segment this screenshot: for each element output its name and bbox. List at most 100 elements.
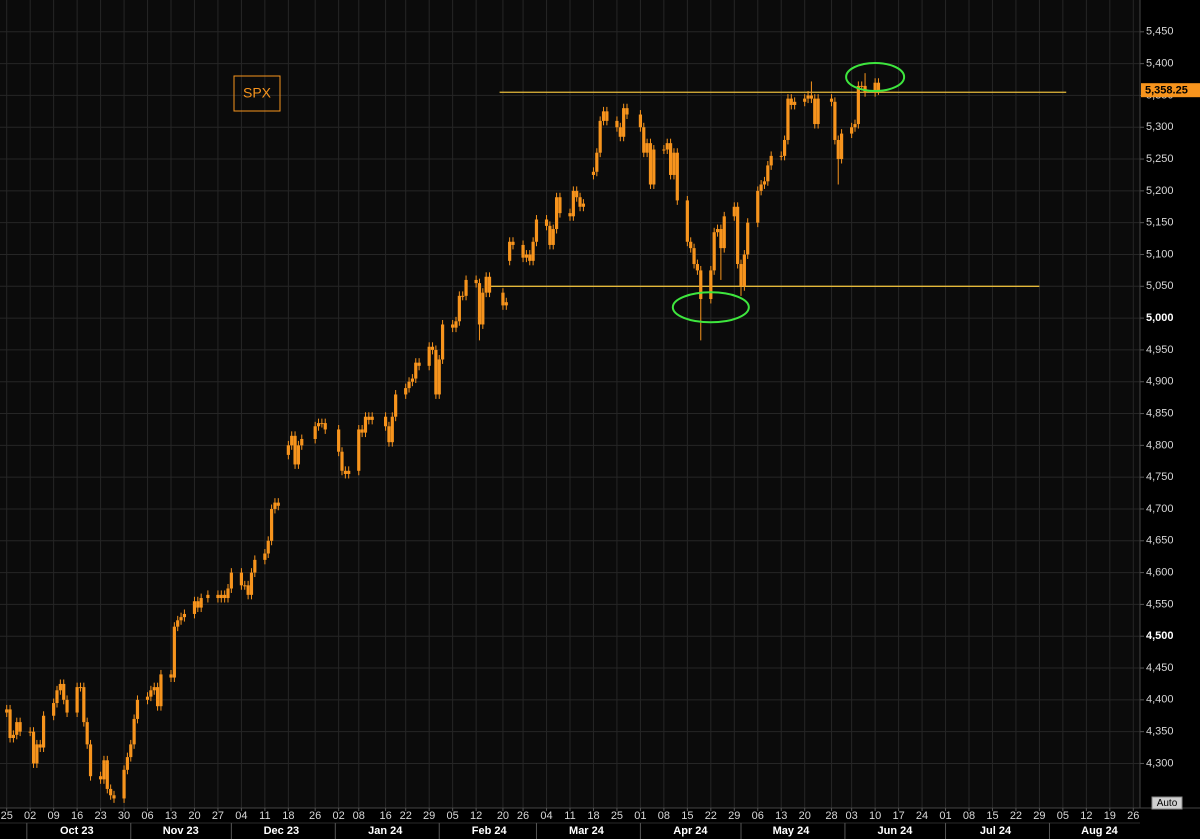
candle-body xyxy=(548,225,552,245)
candle-body xyxy=(766,165,770,182)
candle-body xyxy=(239,572,244,586)
candle-body xyxy=(417,362,421,366)
x-tick-label: 29 xyxy=(423,810,435,822)
candle-body xyxy=(357,429,361,471)
candle-body xyxy=(105,760,109,789)
candle-body xyxy=(689,241,693,249)
month-label: Aug 24 xyxy=(1081,825,1119,837)
candle-body xyxy=(863,85,867,93)
levels xyxy=(489,91,1067,287)
x-tick-label: 20 xyxy=(188,810,200,822)
candle-body xyxy=(192,601,197,614)
candle-body xyxy=(873,82,877,93)
candle-body xyxy=(182,613,187,618)
candle-body xyxy=(390,416,394,443)
candle-body xyxy=(789,98,793,105)
candle-body xyxy=(149,690,153,697)
month-label: Mar 24 xyxy=(569,825,605,837)
candle-body xyxy=(554,197,559,230)
x-tick-label: 13 xyxy=(775,810,787,822)
x-tick-label: 10 xyxy=(869,810,881,822)
candle-body xyxy=(598,120,602,153)
candle-body xyxy=(320,423,324,425)
candle-body xyxy=(662,149,666,151)
candle-body xyxy=(615,120,619,128)
candle-body xyxy=(404,388,408,395)
candle-body xyxy=(323,423,327,430)
candle-body xyxy=(648,143,653,185)
x-tick-label: 06 xyxy=(752,810,764,822)
y-tick-label: 4,800 xyxy=(1146,439,1174,451)
candle-body xyxy=(414,362,418,379)
y-tick-label: 4,550 xyxy=(1146,598,1174,610)
candle-body xyxy=(477,283,482,325)
x-tick-label: 22 xyxy=(1010,810,1022,822)
candle-body xyxy=(15,722,19,735)
auto-button-label[interactable]: Auto xyxy=(1157,798,1178,809)
y-tick-label: 4,950 xyxy=(1146,344,1174,356)
x-tick-label: 08 xyxy=(658,810,670,822)
candle-body xyxy=(179,617,183,621)
candle-body xyxy=(266,540,270,554)
y-tick-label: 4,900 xyxy=(1146,376,1174,388)
candle-body xyxy=(558,197,562,214)
candle-body xyxy=(769,155,773,166)
month-label: Nov 23 xyxy=(163,825,199,837)
candle-body xyxy=(625,108,629,115)
candle-body xyxy=(551,229,555,245)
candle-body xyxy=(786,98,790,140)
candle-body xyxy=(736,206,740,265)
candle-body xyxy=(226,588,230,599)
candle-body xyxy=(451,324,455,328)
candle-body xyxy=(253,559,257,573)
candle-body xyxy=(31,731,36,764)
candle-body xyxy=(638,114,643,128)
candle-body xyxy=(454,321,458,328)
x-tick-label: 26 xyxy=(1127,810,1139,822)
x-tick-label: 18 xyxy=(587,810,599,822)
candle-body xyxy=(387,426,391,443)
candle-body xyxy=(129,744,133,758)
candle-body xyxy=(605,111,609,121)
x-tick-label: 01 xyxy=(939,810,951,822)
x-tick-label: 05 xyxy=(1057,810,1069,822)
candle-body xyxy=(742,254,746,287)
candle-body xyxy=(145,696,150,700)
candle-body xyxy=(719,229,723,249)
candle-body xyxy=(290,435,294,446)
x-tick-label: 08 xyxy=(963,810,975,822)
x-tick-label: 29 xyxy=(1033,810,1045,822)
candle-body xyxy=(692,248,696,265)
candle-body xyxy=(685,200,689,242)
candle-body xyxy=(269,508,274,541)
y-tick-label: 5,050 xyxy=(1146,280,1174,292)
candle-body xyxy=(196,601,200,608)
candle-body xyxy=(578,197,582,207)
x-tick-label: 04 xyxy=(540,810,552,822)
candle-body xyxy=(206,594,210,599)
x-tick-label: 05 xyxy=(447,810,459,822)
candle-body xyxy=(521,244,525,258)
candle-body xyxy=(746,222,750,255)
candle-body xyxy=(410,378,415,382)
candle-body xyxy=(316,423,321,427)
candle-body xyxy=(856,85,860,125)
month-label: Jul 24 xyxy=(980,825,1012,837)
x-tick-label: 15 xyxy=(986,810,998,822)
x-tick-label: 13 xyxy=(165,810,177,822)
candle-body xyxy=(293,435,297,465)
x-tick-label: 02 xyxy=(24,810,36,822)
candle-body xyxy=(762,181,767,185)
month-label: Dec 23 xyxy=(264,825,299,837)
candle-body xyxy=(712,232,716,271)
y-tick-label: 5,000 xyxy=(1146,312,1174,324)
candle-body xyxy=(709,270,713,300)
candle-body xyxy=(219,594,223,599)
candle-body xyxy=(645,143,649,153)
candles xyxy=(5,73,881,803)
auto-button[interactable] xyxy=(1151,796,1183,810)
candle-body xyxy=(367,416,371,420)
candle-body xyxy=(860,85,864,87)
